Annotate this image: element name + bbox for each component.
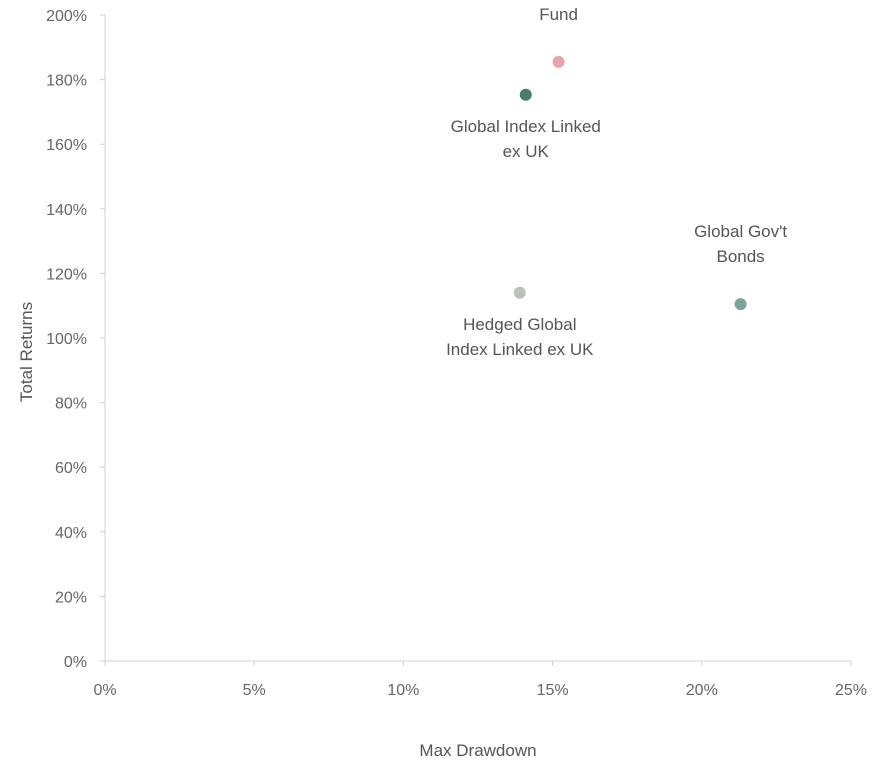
y-tick-label: 120% (46, 266, 87, 283)
x-axis-title: Max Drawdown (419, 741, 536, 760)
data-point-real-return-fund: Real ReturnFund (539, 5, 578, 68)
point-marker (513, 286, 526, 299)
point-marker (734, 298, 747, 311)
y-tick-label: 160% (46, 137, 87, 154)
point-label: Index Linked ex UK (446, 340, 594, 359)
point-label: Hedged Global (463, 315, 576, 334)
y-tick-label: 0% (64, 654, 87, 671)
point-label: ex UK (503, 142, 550, 161)
point-label: Global Gov't (694, 222, 787, 241)
data-point-global-index-linked-ex-uk: Global Index Linked ex UK (451, 88, 601, 161)
data-points: Real ReturnFund Global Index Linked ex UK H… (446, 5, 787, 359)
x-tick-label: 0% (93, 682, 116, 699)
y-axis-ticks: 0% 20% 40% 60% 80% 100% 120% 140% 160% 180% 200% (46, 8, 105, 671)
data-point-global-govt-bonds: Global Gov't Bonds (694, 222, 787, 311)
y-tick-label: 200% (46, 8, 87, 25)
x-tick-label: 10% (387, 682, 419, 699)
point-label: Bonds (716, 247, 764, 266)
point-marker (519, 88, 532, 101)
y-tick-label: 100% (46, 331, 87, 348)
y-axis-title: Total Returns (17, 302, 36, 402)
point-marker (552, 55, 565, 68)
point-label: Global Index Linked (451, 117, 601, 136)
x-tick-label: 5% (243, 682, 266, 699)
y-tick-label: 80% (55, 396, 87, 413)
point-label: Fund (539, 5, 578, 24)
y-tick-label: 20% (55, 589, 87, 606)
x-tick-label: 20% (686, 682, 718, 699)
data-point-hedged-global-index-linked-ex-uk: Hedged Global Index Linked ex UK (446, 286, 594, 359)
y-tick-label: 40% (55, 525, 87, 542)
x-tick-label: 15% (537, 682, 569, 699)
y-tick-label: 60% (55, 460, 87, 477)
y-tick-label: 180% (46, 73, 87, 90)
y-tick-label: 140% (46, 202, 87, 219)
x-axis-ticks: 0% 5% 10% 15% 20% 25% (93, 661, 867, 699)
x-tick-label: 25% (835, 682, 867, 699)
